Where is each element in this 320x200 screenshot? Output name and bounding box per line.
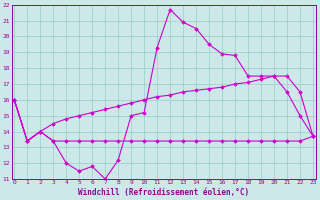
X-axis label: Windchill (Refroidissement éolien,°C): Windchill (Refroidissement éolien,°C) <box>78 188 249 197</box>
